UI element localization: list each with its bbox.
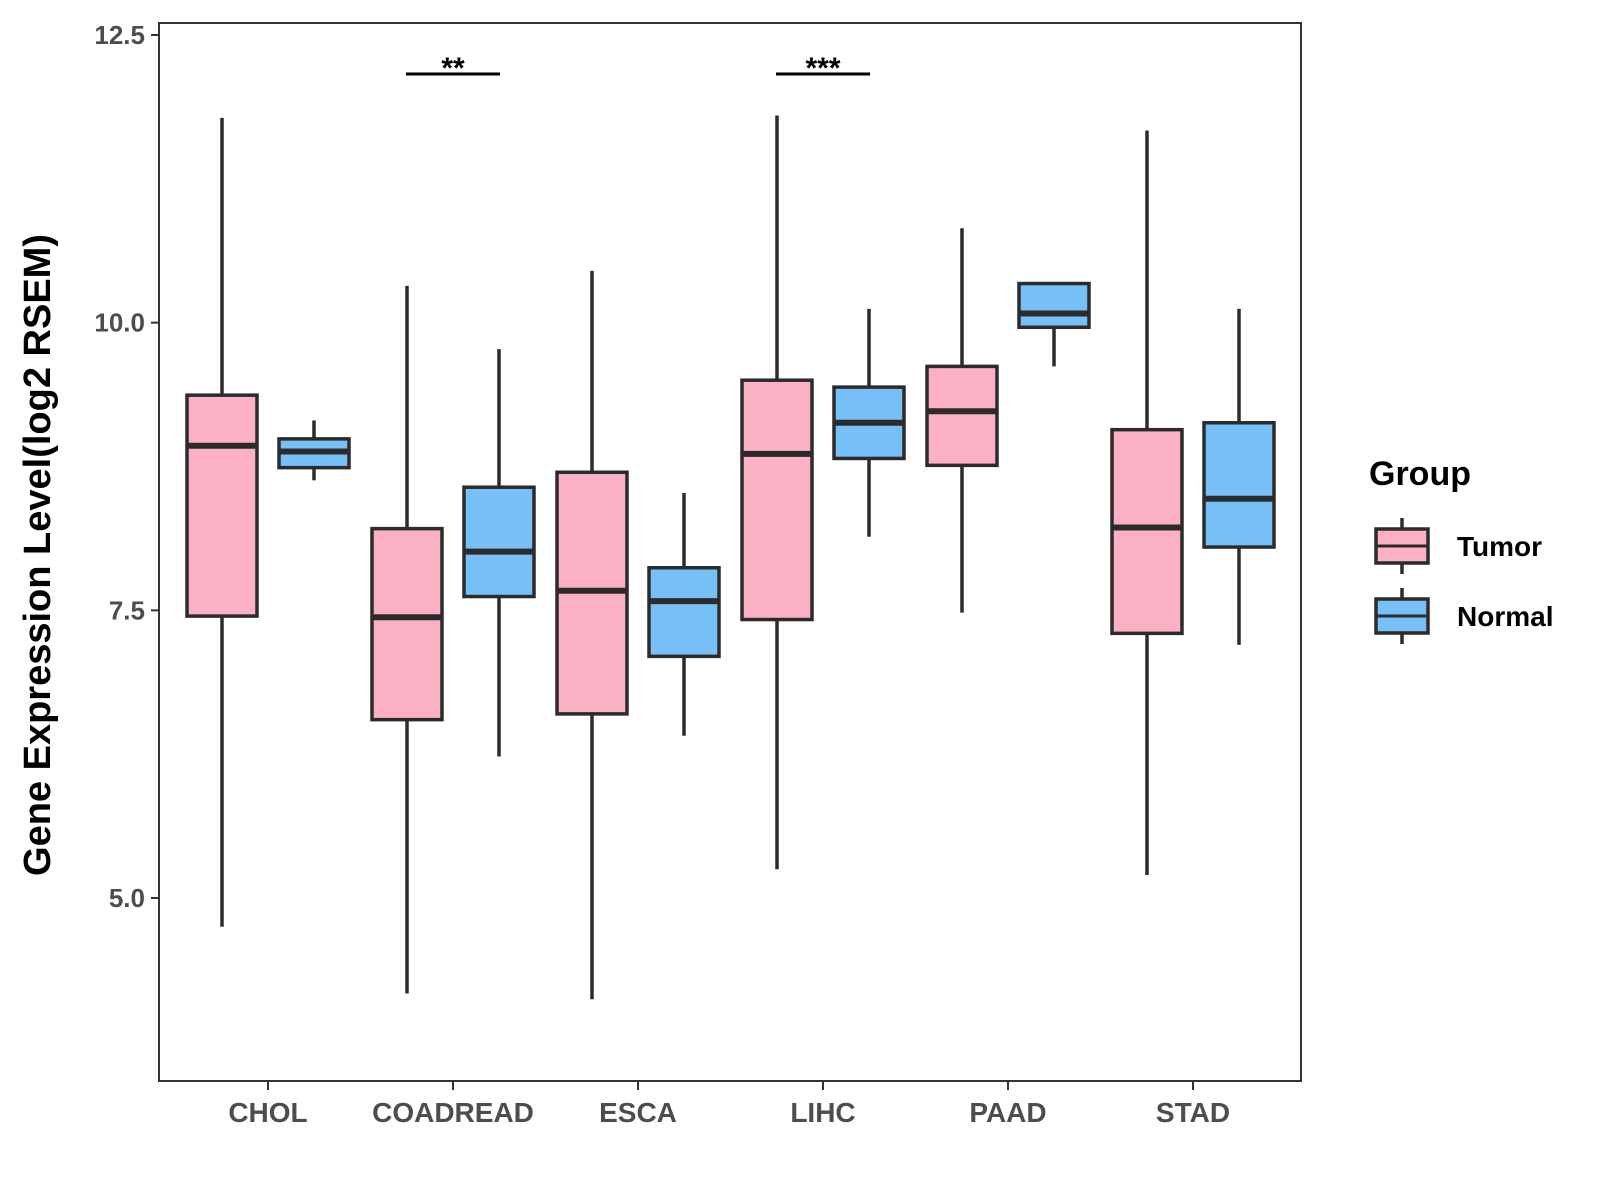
legend: Group Tumor Normal	[1369, 455, 1553, 644]
legend-label-normal: Normal	[1457, 601, 1553, 632]
legend-title: Group	[1369, 455, 1471, 493]
box-iqr	[740, 378, 814, 622]
box-normal-chol	[277, 420, 351, 481]
box-iqr	[370, 526, 444, 722]
box-iqr	[1017, 281, 1091, 330]
box-iqr	[1110, 427, 1184, 636]
x-tick-label-chol: CHOL	[228, 1097, 307, 1128]
boxes-layer	[185, 115, 1276, 1000]
box-normal-coadread	[462, 349, 536, 757]
box-iqr	[647, 566, 721, 659]
significance-label: ***	[805, 52, 840, 85]
box-tumor-coadread	[370, 285, 444, 994]
legend-key-tumor: Tumor	[1374, 518, 1542, 574]
y-tick-label: 10.0	[94, 308, 145, 338]
x-tick-label-lihc: LIHC	[790, 1097, 855, 1128]
box-normal-esca	[647, 492, 721, 736]
x-tick-label-esca: ESCA	[599, 1097, 677, 1128]
box-iqr	[462, 485, 536, 599]
box-normal-stad	[1202, 308, 1276, 645]
y-tick-label: 5.0	[109, 883, 145, 913]
box-tumor-stad	[1110, 130, 1184, 875]
box-normal-paad	[1017, 281, 1091, 367]
box-tumor-lihc	[740, 115, 814, 870]
box-iqr	[925, 364, 999, 468]
significance-layer: ** ***	[406, 52, 870, 85]
box-iqr	[1202, 421, 1276, 549]
box-iqr	[185, 393, 259, 618]
legend-key-normal: Normal	[1374, 588, 1553, 644]
x-tick-label-paad: PAAD	[969, 1097, 1046, 1128]
legend-label-tumor: Tumor	[1457, 531, 1542, 562]
box-tumor-esca	[555, 270, 629, 1000]
y-tick-label: 7.5	[109, 595, 145, 625]
box-tumor-chol	[185, 117, 259, 927]
box-normal-lihc	[832, 308, 906, 537]
x-tick-label-stad: STAD	[1156, 1097, 1230, 1128]
y-axis-label: Gene Expression Level(log2 RSEM)	[17, 234, 59, 876]
significance-label: **	[441, 52, 465, 85]
x-tick-label-coadread: COADREAD	[372, 1097, 534, 1128]
axis-layer: 5.0 7.5 10.0 12.5 CHOL COADREAD ESCA LIHC PAAD ST…	[94, 20, 1230, 1128]
y-tick-label: 12.5	[94, 20, 145, 50]
plot-panel-border	[158, 22, 1302, 1082]
box-tumor-paad	[925, 228, 999, 613]
